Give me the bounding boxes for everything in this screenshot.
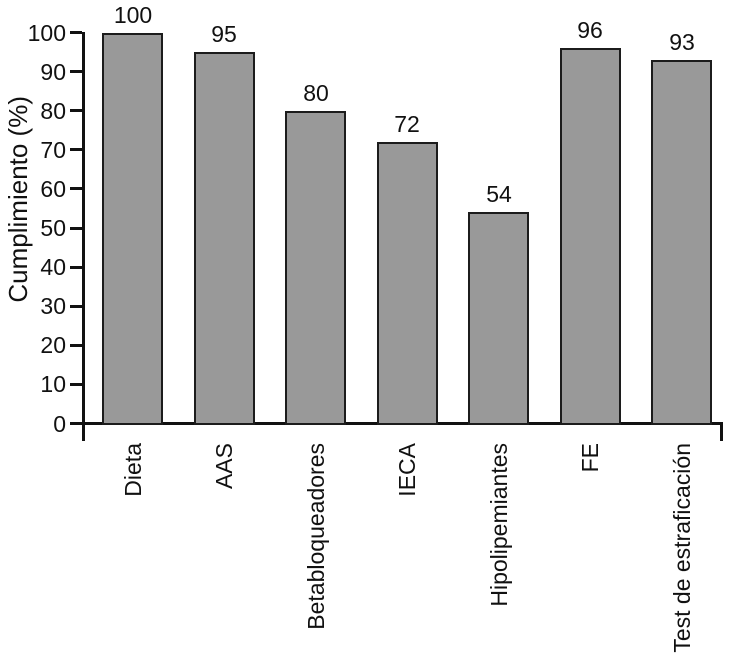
y-tick-label: 100 bbox=[27, 19, 66, 46]
y-tick-mark bbox=[70, 382, 82, 386]
bar-value-label: 54 bbox=[486, 181, 512, 208]
x-category-label: IECA bbox=[394, 443, 420, 497]
x-category-slot: Hipolipemiantes bbox=[486, 443, 512, 668]
y-tick-label: 20 bbox=[40, 332, 66, 359]
bar-value-label: 80 bbox=[303, 79, 329, 106]
y-tick-label: 80 bbox=[40, 97, 66, 124]
x-category-label: AAS bbox=[211, 443, 237, 490]
bar-value-label: 72 bbox=[394, 110, 420, 137]
bar-value-label: 93 bbox=[669, 28, 695, 55]
y-tick-mark bbox=[70, 422, 82, 425]
y-tick-mark bbox=[70, 304, 82, 308]
x-category-slot: Betabloqueadores bbox=[303, 443, 329, 668]
y-tick-mark bbox=[70, 109, 82, 113]
bar bbox=[377, 141, 438, 425]
bar bbox=[285, 110, 346, 425]
x-category-slot: Dieta bbox=[120, 443, 146, 668]
y-tick-mark bbox=[70, 31, 82, 34]
y-tick-label: 70 bbox=[40, 136, 66, 163]
y-axis-line bbox=[82, 32, 85, 441]
y-tick-mark bbox=[70, 148, 82, 152]
y-tick-label: 50 bbox=[40, 215, 66, 241]
bar-value-label: 100 bbox=[113, 1, 153, 28]
y-tick-label: 10 bbox=[40, 371, 66, 398]
x-category-label: Dieta bbox=[120, 443, 146, 497]
x-category-label: Hipolipemiantes bbox=[486, 443, 512, 607]
x-category-label: Betabloqueadores bbox=[303, 443, 329, 630]
y-tick-label: 40 bbox=[40, 254, 66, 281]
y-tick-mark bbox=[70, 265, 82, 269]
bar bbox=[651, 59, 712, 425]
y-tick-label: 30 bbox=[40, 293, 66, 320]
bar bbox=[560, 48, 621, 425]
x-category-label: FE bbox=[577, 443, 603, 473]
x-axis-right-tail bbox=[720, 422, 723, 441]
y-tick-mark bbox=[70, 226, 82, 230]
y-tick-label: 60 bbox=[40, 175, 66, 202]
x-category-slot: AAS bbox=[211, 443, 237, 668]
x-category-slot: IECA bbox=[394, 443, 420, 668]
y-tick-label: 90 bbox=[40, 58, 66, 85]
y-tick-mark bbox=[70, 187, 82, 191]
y-tick-label: 0 bbox=[53, 410, 66, 437]
y-tick-mark bbox=[70, 343, 82, 347]
x-category-label: Test de estraficación bbox=[669, 443, 695, 653]
bar bbox=[102, 32, 163, 425]
x-category-slot: Test de estraficación bbox=[669, 443, 695, 668]
bar-value-label: 96 bbox=[577, 17, 603, 44]
bar bbox=[194, 52, 255, 425]
bar bbox=[468, 212, 529, 425]
y-tick-mark bbox=[70, 70, 82, 74]
x-category-slot: FE bbox=[577, 443, 603, 668]
bar-value-label: 95 bbox=[211, 21, 237, 48]
